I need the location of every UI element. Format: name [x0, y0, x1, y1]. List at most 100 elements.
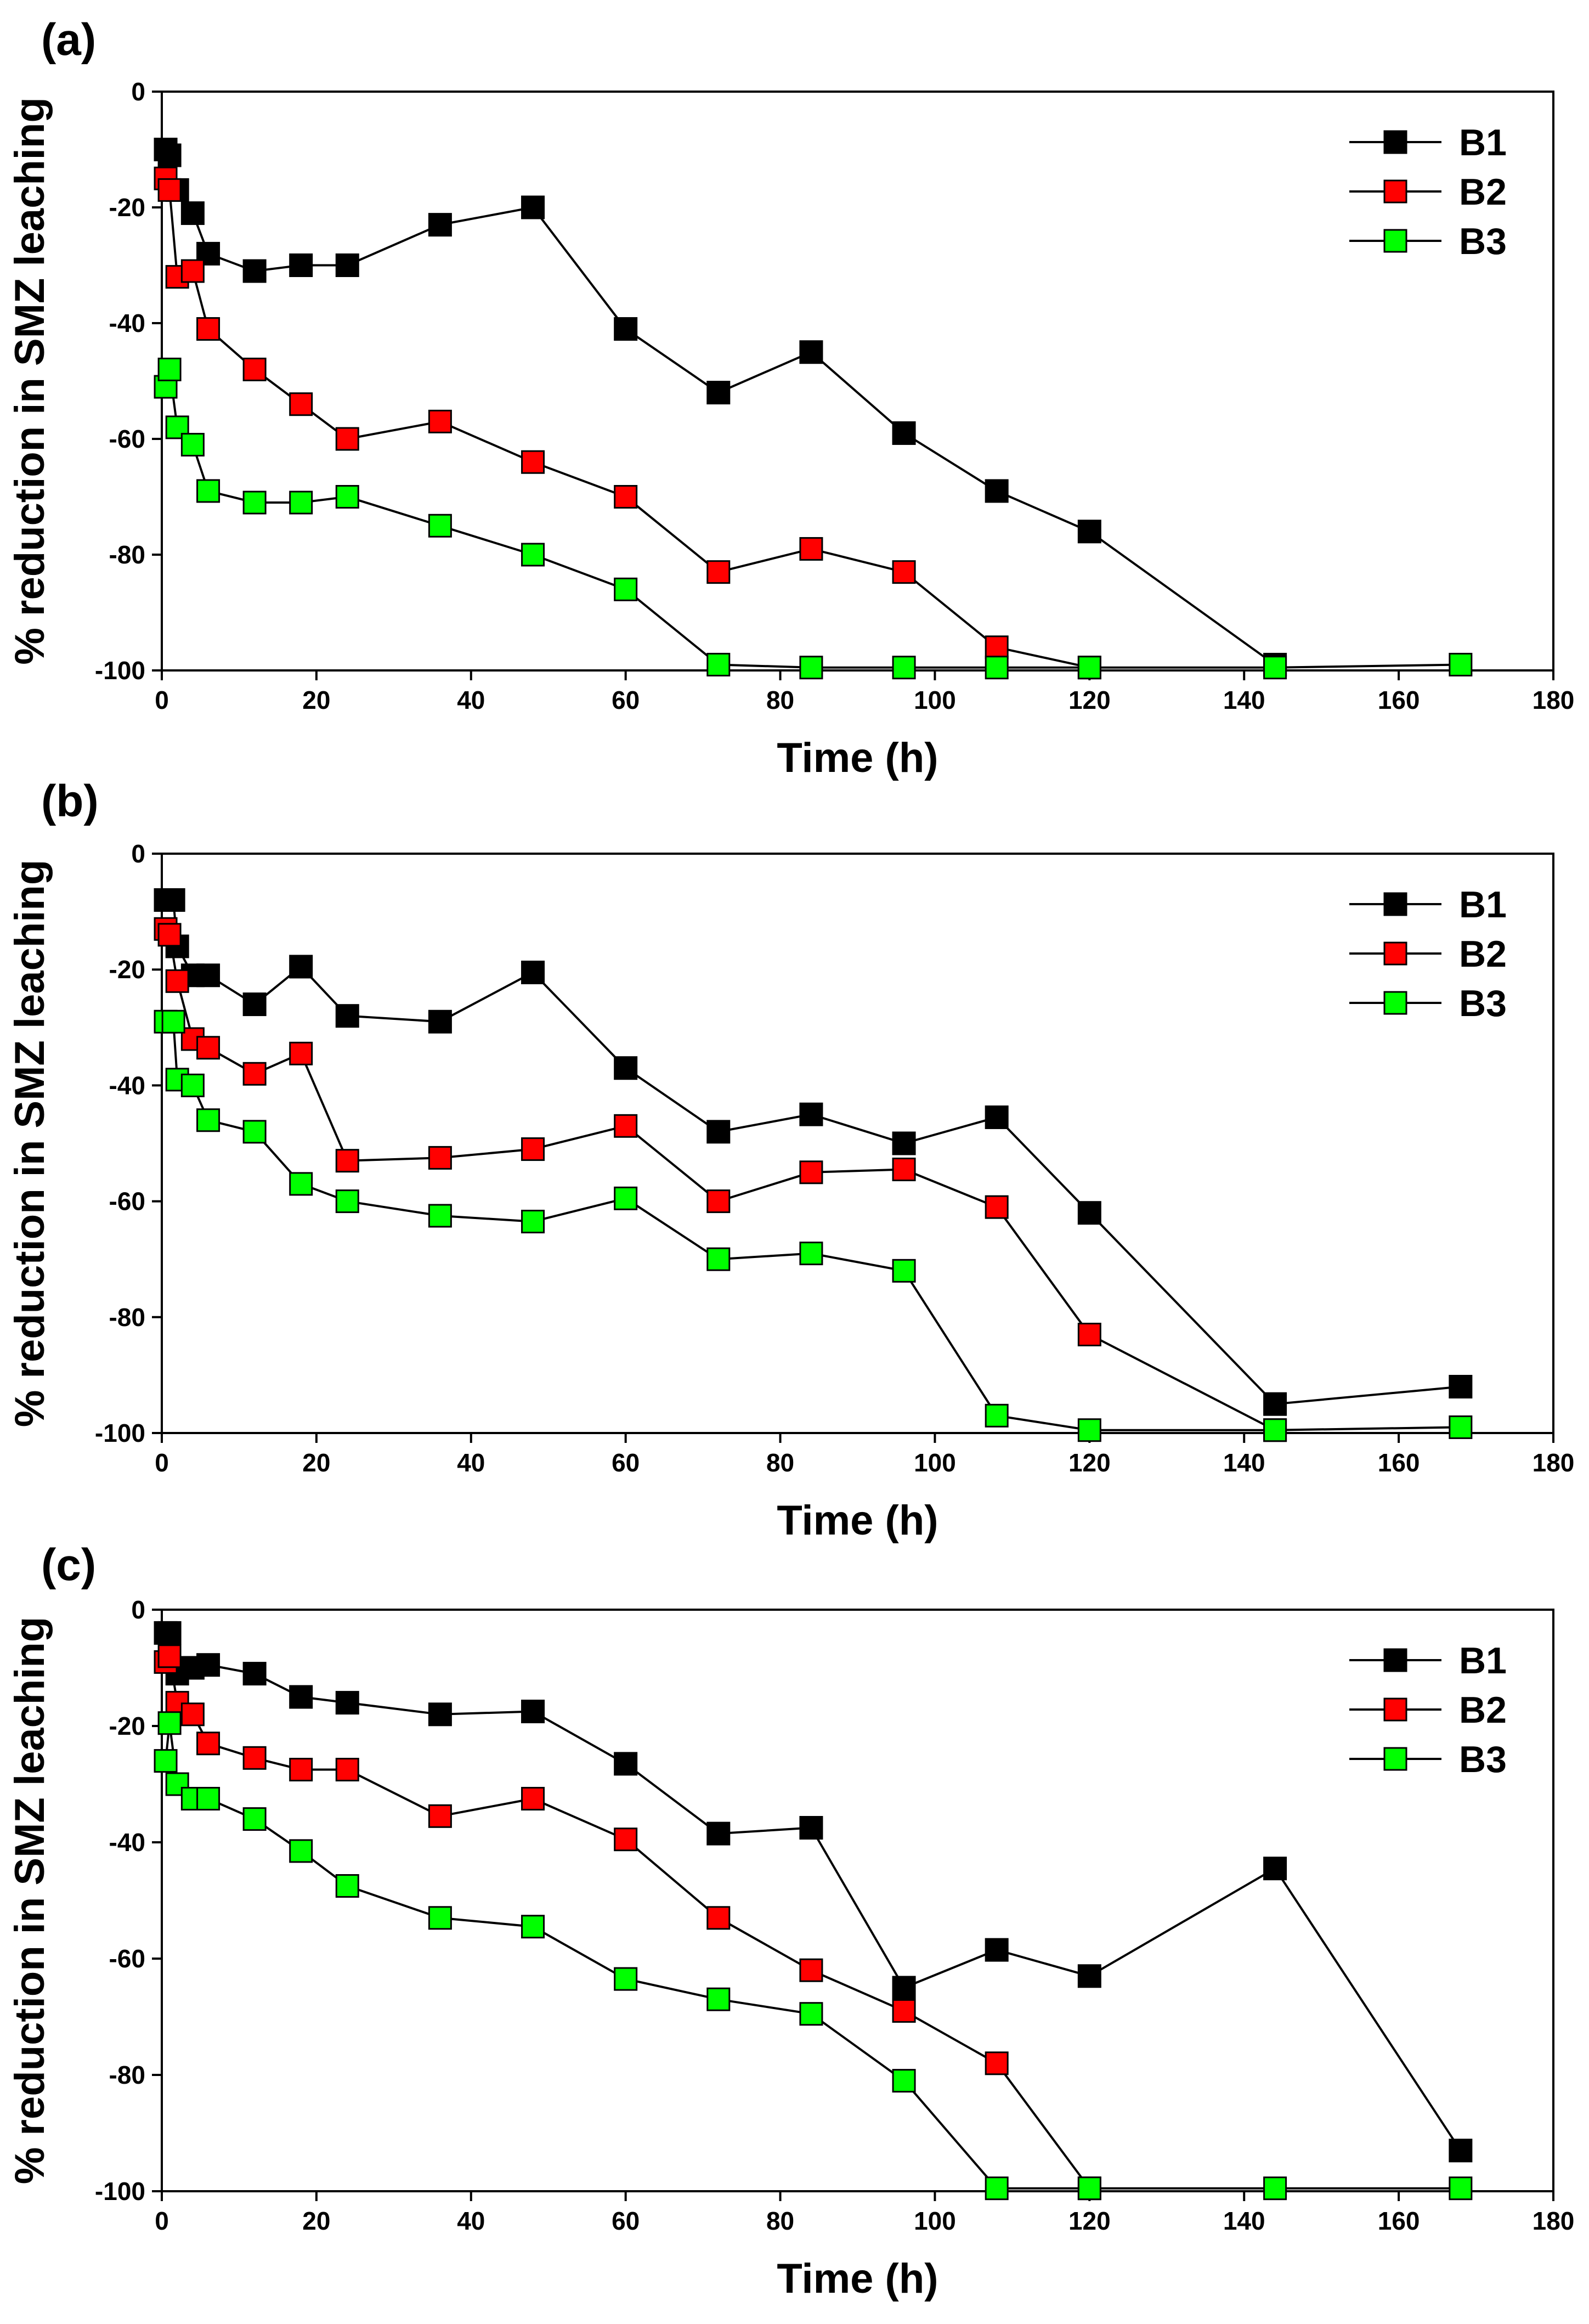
- data-point-B1: [196, 963, 220, 988]
- legend-label-B2: B2: [1459, 933, 1507, 975]
- y-tick-label: -100: [95, 656, 145, 685]
- data-point-B1: [1077, 520, 1101, 544]
- data-point-B1: [289, 1685, 313, 1709]
- data-point-B2: [614, 1827, 638, 1852]
- data-point-B2: [289, 392, 313, 416]
- data-point-B3: [157, 1711, 182, 1735]
- x-tick-label: 20: [302, 2207, 330, 2235]
- y-tick-label: -80: [109, 2061, 145, 2089]
- data-point-B2: [985, 1195, 1009, 1219]
- data-point-B1: [335, 1004, 359, 1028]
- data-point-B2: [196, 317, 220, 341]
- panel-label: (c): [41, 1540, 96, 1590]
- legend-marker-B3: [1383, 991, 1407, 1015]
- data-point-B1: [521, 1700, 545, 1723]
- y-tick-label: -20: [109, 1712, 145, 1740]
- data-point-B3: [1449, 652, 1473, 676]
- data-point-B1: [985, 479, 1009, 503]
- data-point-B2: [335, 1758, 359, 1781]
- x-tick-label: 140: [1223, 1448, 1265, 1477]
- plot-frame: [161, 853, 1554, 1434]
- series-B1: [154, 138, 1287, 676]
- chart-panel-2: (b) 0 20 40 60 80 100 120 140 160 180 0 -20 -40 -60 -80…: [7, 776, 1574, 1544]
- x-tick-label: 40: [457, 2207, 485, 2235]
- data-point-B2: [614, 1114, 638, 1138]
- data-point-B2: [196, 1731, 220, 1756]
- series-B1: [154, 888, 1473, 1416]
- x-tick-label: 40: [457, 1448, 485, 1477]
- data-point-B3: [1077, 1418, 1101, 1442]
- data-point-B1: [335, 1691, 359, 1715]
- data-point-B1: [985, 1938, 1009, 1962]
- data-point-B3: [1263, 656, 1287, 680]
- data-point-B1: [1449, 1375, 1473, 1399]
- series-B3: [154, 1009, 1473, 1442]
- data-point-B3: [614, 1967, 638, 1991]
- data-point-B1: [614, 1752, 638, 1776]
- data-point-B2: [242, 357, 267, 381]
- legend-label-B1: B1: [1459, 1640, 1507, 1682]
- series-B1: [154, 1621, 1473, 2163]
- legend-label-B2: B2: [1459, 1689, 1507, 1731]
- data-point-B3: [154, 1749, 178, 1773]
- data-point-B3: [706, 1987, 731, 2011]
- x-tick-label: 100: [914, 2207, 956, 2235]
- y-tick-label: -60: [109, 425, 145, 453]
- series-B2: [154, 166, 1101, 680]
- data-point-B1: [706, 1821, 731, 1846]
- data-point-B3: [180, 433, 205, 457]
- data-point-B2: [428, 1804, 452, 1828]
- y-tick-label: -40: [109, 309, 145, 337]
- data-point-B2: [157, 178, 182, 202]
- data-point-B1: [428, 213, 452, 237]
- data-point-B2: [706, 560, 731, 584]
- x-tick-label: 160: [1378, 686, 1420, 714]
- data-point-B1: [1263, 1857, 1287, 1881]
- data-point-B2: [985, 635, 1009, 659]
- x-tick-label: 0: [155, 2207, 169, 2235]
- plot-frame: [161, 1609, 1554, 2192]
- series-B2: [154, 917, 1287, 1442]
- y-tick-label: -40: [109, 1071, 145, 1099]
- x-tick-label: 80: [766, 686, 794, 714]
- data-point-B1: [157, 143, 182, 167]
- y-tick-label: -100: [95, 2177, 145, 2205]
- data-point-B3: [428, 514, 452, 538]
- data-point-B1: [242, 992, 267, 1017]
- data-point-B3: [521, 1915, 545, 1939]
- data-point-B1: [180, 201, 205, 225]
- chart-panel-1: (a) 0 20 40 60 80 100 120 140 160 180 0 -20 -40 -60 -80…: [7, 15, 1574, 781]
- data-point-B3: [242, 1807, 267, 1831]
- data-point-B2: [242, 1062, 267, 1086]
- data-point-B2: [289, 1758, 313, 1781]
- plot-frame: [161, 91, 1554, 672]
- y-tick-label: -20: [109, 193, 145, 222]
- chart-panel-3: (c) 0 20 40 60 80 100 120 140 160 180 0 -20 -40 -60 -80…: [7, 1540, 1574, 2302]
- data-point-B1: [428, 1009, 452, 1034]
- data-point-B1: [985, 1105, 1009, 1129]
- data-point-B3: [180, 1073, 205, 1097]
- data-point-B2: [428, 409, 452, 433]
- data-point-B1: [706, 1120, 731, 1144]
- x-tick-label: 120: [1068, 2207, 1111, 2235]
- data-point-B2: [428, 1146, 452, 1170]
- series-line-B2: [165, 1653, 1090, 2189]
- data-point-B2: [180, 259, 205, 283]
- data-point-B3: [521, 543, 545, 567]
- legend-marker-B1: [1383, 892, 1407, 916]
- x-tick-label: 120: [1068, 686, 1111, 714]
- data-point-B1: [1449, 2139, 1473, 2163]
- data-point-B3: [335, 1189, 359, 1214]
- x-tick-label: 140: [1223, 686, 1265, 714]
- series-line-B3: [165, 1723, 1461, 2190]
- y-tick-label: -60: [109, 1187, 145, 1216]
- series-line-B1: [166, 1632, 1462, 2151]
- data-point-B1: [799, 340, 823, 364]
- data-point-B2: [985, 2051, 1009, 2075]
- data-point-B2: [706, 1189, 731, 1214]
- data-point-B3: [289, 1839, 313, 1863]
- y-tick-label: -100: [95, 1419, 145, 1447]
- series-B3: [154, 1711, 1473, 2201]
- data-point-B3: [1449, 2176, 1473, 2201]
- x-tick-label: 80: [766, 2207, 794, 2235]
